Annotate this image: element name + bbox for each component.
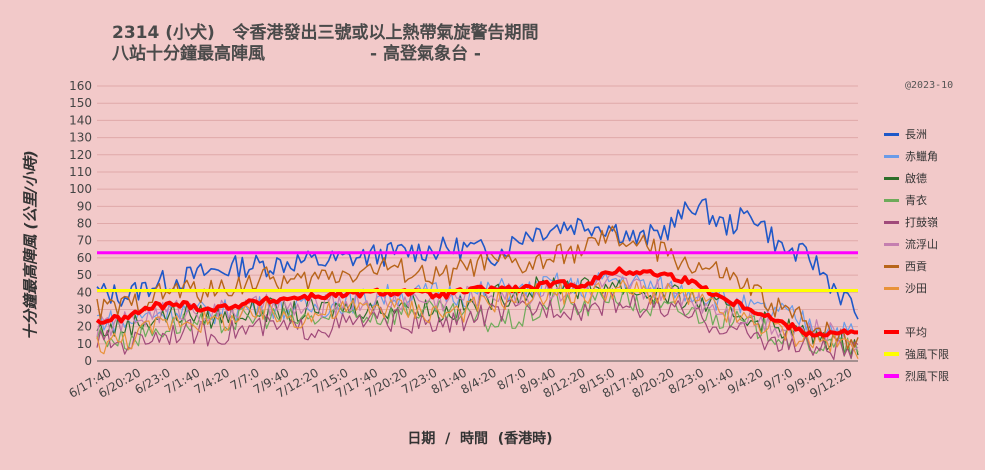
- series-line-0: [96, 198, 859, 320]
- y-axis-label: 十分鐘最高陣風 (公里/小時): [21, 150, 40, 340]
- legend-swatch: [884, 374, 899, 378]
- legend-swatch: [884, 264, 899, 268]
- y-tick-label: 0: [84, 354, 92, 368]
- legend-swatch: [884, 198, 899, 202]
- chart-title-line2: 八站十分鐘最高陣風: [112, 44, 265, 64]
- legend-item: 青衣: [884, 193, 927, 207]
- legend-swatch: [884, 132, 899, 136]
- copyright-label: @2023-10: [905, 80, 954, 91]
- y-tick-label: 160: [69, 79, 92, 93]
- y-tick-label: 50: [77, 268, 92, 282]
- y-tick-label: 10: [77, 337, 92, 351]
- y-tick-label: 150: [69, 96, 92, 110]
- x-axis-label: 日期 / 時間 (香港時): [407, 431, 553, 447]
- y-tick-label: 30: [77, 302, 92, 316]
- legend-item: 流浮山: [884, 237, 938, 251]
- y-tick-label: 90: [77, 199, 92, 213]
- legend-item: 強風下限: [884, 347, 949, 361]
- legend-swatch: [884, 242, 899, 246]
- legend-label: 長洲: [905, 128, 927, 141]
- y-tick-label: 120: [69, 148, 92, 162]
- y-tick-label: 100: [69, 182, 92, 196]
- y-tick-label: 70: [77, 234, 92, 248]
- y-tick-label: 110: [69, 165, 92, 179]
- legend-label: 強風下限: [905, 348, 949, 361]
- series-line-3: [96, 288, 859, 360]
- y-tick-label: 60: [77, 251, 92, 265]
- legend-swatch: [884, 220, 899, 224]
- legend-label: 青衣: [905, 194, 927, 207]
- legend-swatch: [884, 330, 899, 334]
- legend-item: 平均: [884, 325, 927, 339]
- legend-label: 流浮山: [905, 238, 938, 251]
- legend-label: 啟德: [905, 172, 927, 185]
- legend-label: 平均: [905, 326, 927, 339]
- legend-label: 打鼓嶺: [905, 216, 938, 229]
- y-tick-label: 140: [69, 113, 92, 127]
- legend-swatch: [884, 176, 899, 180]
- legend-label: 赤鱲角: [905, 150, 938, 163]
- y-tick-label: 80: [77, 217, 92, 231]
- chart-title-line1: 2314 (小犬) 令香港發出三號或以上熱帶氣旋警告期間: [112, 23, 539, 43]
- legend-item: 西貢: [884, 259, 927, 273]
- legend-item: 烈風下限: [884, 369, 949, 383]
- legend-item: 赤鱲角: [884, 149, 938, 163]
- series-line-2: [96, 276, 859, 356]
- y-tick-label: 130: [69, 131, 92, 145]
- legend-item: 啟德: [884, 171, 927, 185]
- legend-item: 打鼓嶺: [884, 215, 938, 229]
- series-line-6: [96, 225, 859, 350]
- legend-label: 西貢: [905, 260, 927, 273]
- legend-label: 烈風下限: [905, 370, 949, 383]
- legend-swatch: [884, 352, 899, 356]
- legend-label: 沙田: [905, 282, 927, 295]
- series-line-8: [95, 266, 858, 338]
- y-tick-label: 40: [77, 285, 92, 299]
- y-tick-label: 20: [77, 320, 92, 334]
- legend-swatch: [884, 154, 899, 158]
- legend-item: 長洲: [884, 127, 927, 141]
- chart-subtitle: - 高登氣象台 -: [370, 44, 481, 64]
- series-line-4: [96, 289, 859, 361]
- legend-swatch: [884, 286, 899, 290]
- legend-item: 沙田: [884, 281, 927, 295]
